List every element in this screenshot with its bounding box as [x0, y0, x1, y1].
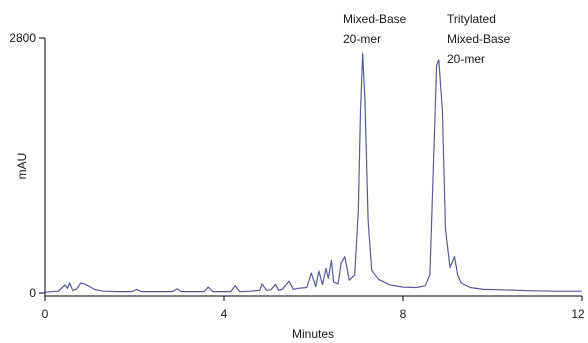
- annotations: Mixed-Base 20-mer Tritylated Mixed-Base …: [343, 12, 511, 66]
- x-tick-label-8: 8: [400, 307, 407, 321]
- x-tick-label-12: 12: [571, 307, 585, 321]
- y-axis: 2800 0 mAU: [9, 31, 46, 300]
- chromatogram-trace: [44, 52, 582, 293]
- x-axis: 0 4 8 12 Minutes: [42, 295, 585, 341]
- annotation-tritylated-line-3: 20-mer: [447, 52, 485, 66]
- annotation-tritylated-line-2: Mixed-Base: [447, 32, 511, 46]
- annotation-mixed-base-line-2: 20-mer: [343, 32, 381, 46]
- y-axis-title: mAU: [15, 153, 29, 180]
- x-axis-title: Minutes: [292, 327, 334, 341]
- y-tick-label-top: 2800: [9, 31, 36, 45]
- annotation-tritylated-line-1: Tritylated: [447, 12, 496, 26]
- x-tick-label-0: 0: [42, 307, 49, 321]
- annotation-mixed-base-line-1: Mixed-Base: [343, 12, 407, 26]
- x-tick-label-4: 4: [221, 307, 228, 321]
- y-tick-label-zero: 0: [29, 286, 36, 300]
